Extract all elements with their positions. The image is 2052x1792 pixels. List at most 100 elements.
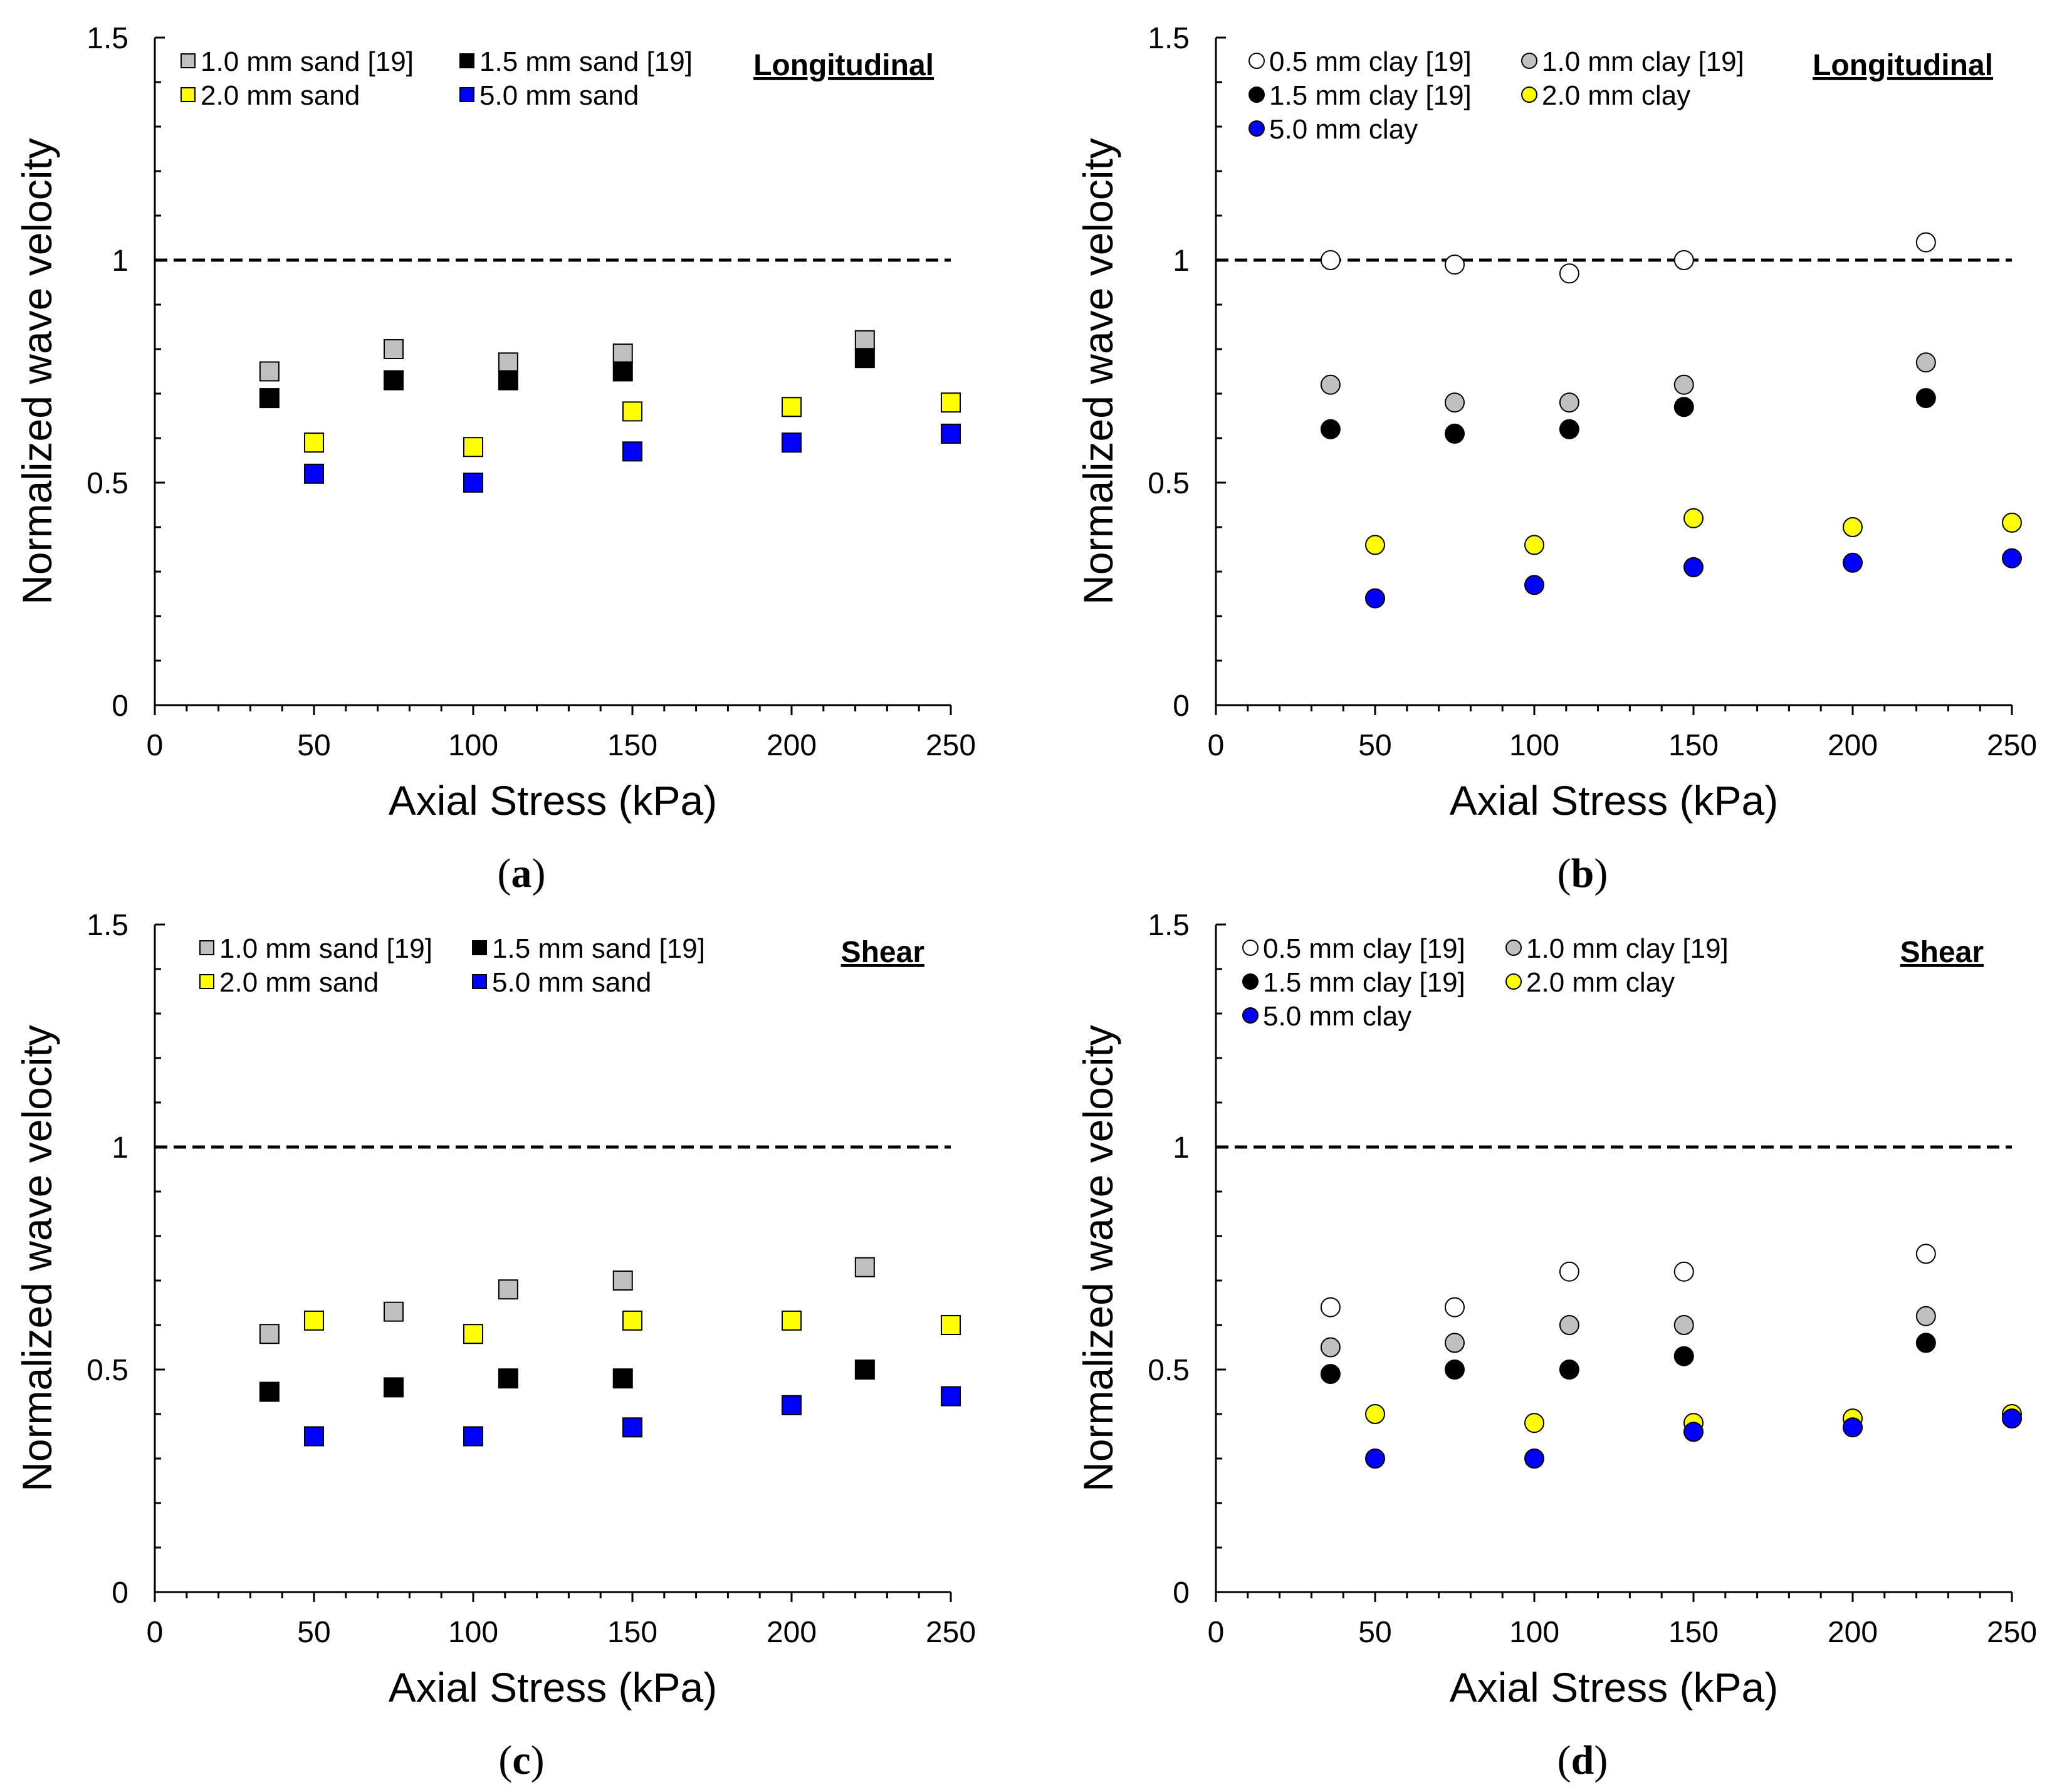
x-tick-label: 0 xyxy=(1208,1616,1225,1649)
chart-panel-c: 0 0.5 1 1.5 0 50 100 150 200 250 Axial Stress (kPa… xyxy=(14,909,976,1783)
data-point xyxy=(1673,397,1694,417)
data-point xyxy=(1320,419,1341,439)
data-point xyxy=(612,343,633,364)
data-point xyxy=(612,1271,633,1291)
x-tick-label: 200 xyxy=(767,729,817,762)
data-point xyxy=(1915,352,1936,373)
data-point xyxy=(1320,1337,1341,1358)
legend-marker xyxy=(472,940,487,955)
y-axis-title: Normalized wave velocity xyxy=(1075,1025,1121,1492)
x-tick-label: 150 xyxy=(1668,729,1719,762)
data-point xyxy=(1365,588,1385,609)
data-point xyxy=(782,1310,802,1331)
data-point xyxy=(1673,1261,1694,1282)
x-tick-label: 100 xyxy=(1509,729,1559,762)
data-point xyxy=(1320,1364,1341,1385)
x-tick-label: 50 xyxy=(1358,1616,1391,1649)
data-point xyxy=(622,441,642,462)
data-point xyxy=(1683,557,1704,577)
data-point xyxy=(1673,250,1694,270)
data-point xyxy=(1843,1417,1863,1438)
data-point xyxy=(854,1257,875,1277)
legend-marker xyxy=(1521,53,1537,69)
y-tick-label: 1.5 xyxy=(1148,22,1190,55)
legend-label: 1.5 mm sand [19] xyxy=(492,933,705,964)
x-tick-label: 100 xyxy=(448,1616,498,1649)
data-point xyxy=(304,463,324,484)
legend-marker xyxy=(1505,940,1522,956)
panel-title: Longitudinal xyxy=(753,49,934,82)
data-point xyxy=(304,432,324,453)
data-point xyxy=(2002,548,2022,569)
data-point xyxy=(1673,1346,1694,1366)
data-point xyxy=(1915,1306,1936,1326)
chart-panel-b: 0 0.5 1 1.5 0 50 100 150 200 250 Axial Stress (kPa… xyxy=(1075,22,2037,896)
x-tick-label: 0 xyxy=(147,729,164,762)
data-point xyxy=(1445,1360,1465,1380)
data-point xyxy=(1843,517,1863,537)
data-point xyxy=(304,1310,324,1331)
y-tick-label: 0 xyxy=(1173,1576,1190,1610)
x-tick-label: 200 xyxy=(767,1616,817,1649)
y-tick-label: 1.5 xyxy=(1148,909,1190,942)
y-tick-label: 0 xyxy=(1173,689,1190,723)
x-tick-label: 50 xyxy=(297,1616,330,1649)
data-point xyxy=(1320,374,1341,395)
legend-marker xyxy=(1248,120,1265,137)
legend-marker xyxy=(1248,86,1265,103)
data-point xyxy=(1559,419,1579,439)
y-tick-label: 1 xyxy=(1173,244,1190,278)
data-point xyxy=(612,1368,633,1389)
data-point xyxy=(1445,1333,1465,1353)
data-point xyxy=(1524,575,1544,595)
y-tick-label: 0.5 xyxy=(1148,1354,1190,1387)
legend-label: 1.5 mm clay [19] xyxy=(1269,80,1472,111)
panel-title: Longitudinal xyxy=(1813,49,1993,82)
y-tick-label: 0.5 xyxy=(86,1354,128,1387)
data-point xyxy=(1559,392,1579,413)
legend-label: 5.0 mm sand xyxy=(479,80,639,111)
data-point xyxy=(384,370,404,390)
data-point xyxy=(941,392,961,413)
y-axis-title: Normalized wave velocity xyxy=(1075,138,1121,605)
legend-marker xyxy=(459,87,474,102)
data-point xyxy=(1445,254,1465,275)
data-point xyxy=(1915,1244,1936,1264)
x-tick-label: 150 xyxy=(1668,1616,1719,1649)
data-point xyxy=(622,1417,642,1438)
data-point xyxy=(384,1301,404,1322)
x-tick-label: 0 xyxy=(147,1616,164,1649)
legend-marker xyxy=(459,53,474,68)
legend-label: 1.5 mm clay [19] xyxy=(1263,967,1465,998)
data-point xyxy=(1365,1404,1385,1424)
data-point xyxy=(1559,263,1579,284)
data-point xyxy=(782,1395,802,1415)
y-tick-label: 0.5 xyxy=(86,467,128,500)
data-point xyxy=(463,1426,483,1447)
legend-label: 5.0 mm sand xyxy=(492,967,651,998)
x-tick-label: 50 xyxy=(297,729,330,762)
data-point xyxy=(1365,1449,1385,1469)
y-tick-label: 0 xyxy=(112,689,128,723)
legend-label: 0.5 mm clay [19] xyxy=(1269,46,1472,77)
y-axis-title: Normalized wave velocity xyxy=(14,1025,60,1492)
data-point xyxy=(1843,552,1863,573)
data-point xyxy=(1445,423,1465,444)
legend-label: 2.0 mm clay xyxy=(1526,967,1675,998)
data-point xyxy=(941,1315,961,1335)
legend-marker xyxy=(1505,973,1522,990)
data-point xyxy=(1915,388,1936,409)
data-point xyxy=(304,1426,324,1447)
data-point xyxy=(622,1310,642,1331)
x-tick-label: 50 xyxy=(1358,729,1391,762)
chart-panel-a: 0 0.5 1 1.5 0 50 100 150 200 250 Axial Stress (kPa… xyxy=(14,22,976,896)
data-point xyxy=(259,361,280,382)
x-axis-title: Axial Stress (kPa) xyxy=(389,777,717,824)
x-axis-title: Axial Stress (kPa) xyxy=(389,1664,717,1711)
legend-marker xyxy=(1242,973,1259,990)
x-axis-title: Axial Stress (kPa) xyxy=(1450,777,1778,824)
data-point xyxy=(384,339,404,359)
data-point xyxy=(941,1386,961,1407)
x-tick-label: 150 xyxy=(607,1616,657,1649)
